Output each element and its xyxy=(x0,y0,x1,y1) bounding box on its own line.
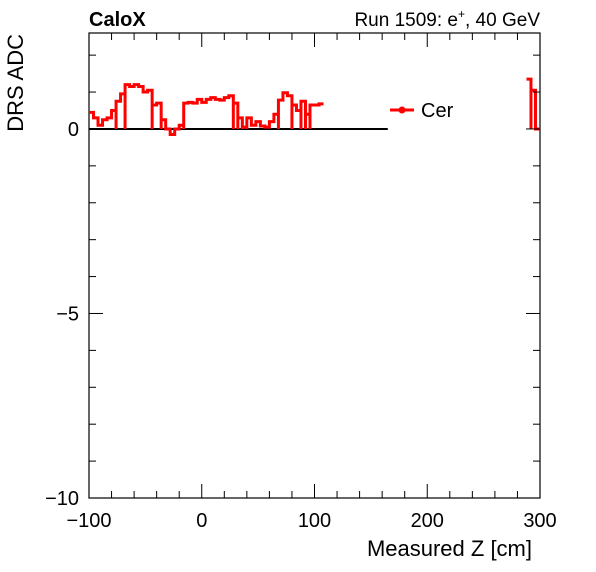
axes: −100 0 100 200 300 −10 −5 0 xyxy=(45,33,557,532)
legend: Cer xyxy=(390,100,454,122)
x-tick-label: 300 xyxy=(523,510,556,532)
legend-marker-cer xyxy=(398,106,406,114)
x-tick-label: 0 xyxy=(196,510,207,532)
x-tick-label: 100 xyxy=(298,510,331,532)
x-tick-label: −100 xyxy=(66,510,111,532)
legend-label-cer: Cer xyxy=(421,100,454,122)
series-line-cer-segment-1 xyxy=(89,83,324,136)
series-line-cer-segment-2 xyxy=(526,77,540,131)
run-info: Run 1509: e+, 40 GeV xyxy=(354,7,540,31)
y-tick-label: 0 xyxy=(68,119,79,141)
data-layer xyxy=(89,77,540,136)
x-axis-label: Measured Z [cm] xyxy=(367,536,532,561)
x-tick-label: 200 xyxy=(411,510,444,532)
y-axis-label: DRS ADC xyxy=(3,34,28,132)
brand-label: CaloX xyxy=(89,9,146,31)
y-tick-label: −10 xyxy=(45,488,79,510)
y-tick-label: −5 xyxy=(56,303,79,325)
